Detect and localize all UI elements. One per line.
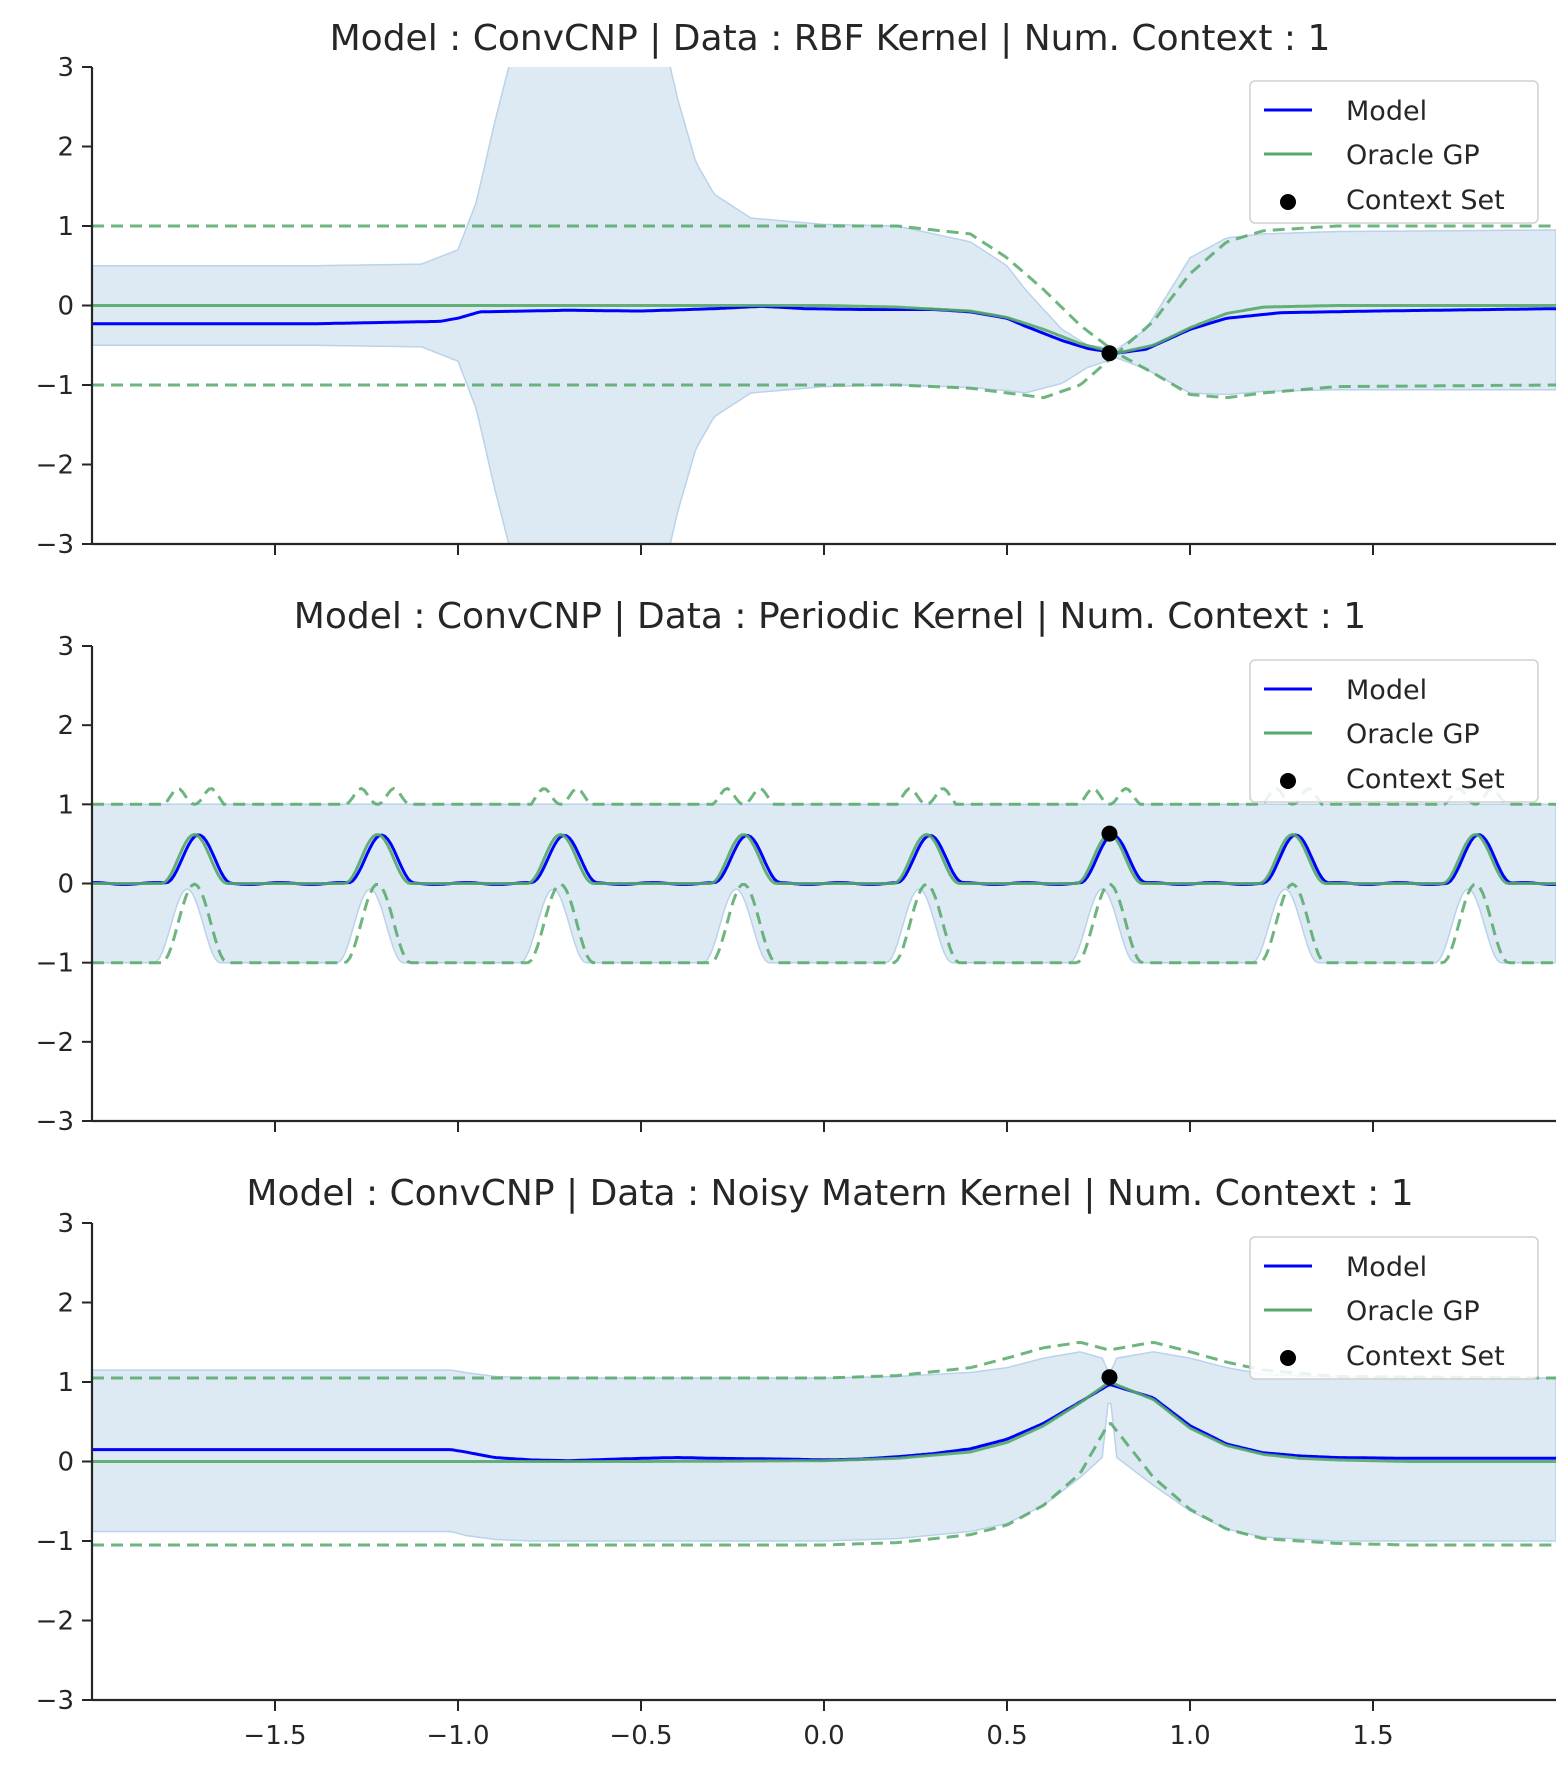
legend: Model Oracle GP Context Set	[1249, 80, 1539, 224]
y-tick-label: −1	[36, 949, 74, 979]
oracle-upper-bound	[92, 1340, 1556, 1380]
context-point	[1101, 1369, 1118, 1386]
oracle-upper-bound	[92, 224, 1556, 356]
legend-context-swatch	[1280, 1350, 1296, 1366]
chart-title: Model : ConvCNP | Data : RBF Kernel | Nu…	[330, 18, 1331, 59]
y-tick-label: 1	[57, 212, 74, 242]
context-point	[1101, 345, 1118, 362]
y-tick-label: −1	[36, 371, 74, 401]
y-tick-label: 1	[57, 790, 74, 820]
oracle-upper-bound	[92, 786, 1556, 806]
y-tick-label: 2	[57, 133, 74, 163]
legend-box	[1249, 659, 1539, 803]
legend-box	[1249, 1236, 1539, 1380]
legend-context-swatch	[1280, 773, 1296, 789]
plot-area	[92, 786, 1556, 965]
y-tick-label: −3	[36, 530, 74, 560]
model-mean-line	[92, 304, 1556, 355]
subplot-2: 3 2 1 0 −1 −2 −3 Model : ConvCNP | Data : Perio…	[36, 596, 1556, 1137]
legend-label: Context Set	[1346, 764, 1505, 795]
oracle-lower-bound	[92, 351, 1556, 400]
y-tick-label: 0	[57, 870, 74, 900]
legend-label: Oracle GP	[1346, 140, 1480, 171]
x-tick-label: −0.5	[609, 1721, 672, 1751]
context-point	[1101, 825, 1118, 842]
y-tick-label: −1	[36, 1527, 74, 1557]
model-uncertainty-band	[92, 1351, 1556, 1542]
legend-label: Model	[1346, 96, 1427, 127]
oracle-lower-bound	[92, 1421, 1556, 1547]
legend-label: Context Set	[1346, 185, 1505, 216]
legend-label: Model	[1346, 675, 1427, 706]
plot-area	[92, 1340, 1556, 1547]
plot-area	[92, 67, 1556, 544]
y-tick-label: 3	[57, 53, 74, 83]
subplot-1: 3 2 1 0 −1 −2 −3 Model : ConvCNP | Data : RBF K…	[36, 18, 1556, 560]
y-tick-label: 2	[57, 711, 74, 741]
legend-label: Context Set	[1346, 1341, 1505, 1372]
oracle-mean-line	[92, 1381, 1556, 1463]
x-tick-label: −1.5	[243, 1721, 306, 1751]
chart-title: Model : ConvCNP | Data : Periodic Kernel…	[294, 596, 1366, 637]
oracle-mean-line	[92, 304, 1556, 355]
legend: Model Oracle GP Context Set	[1249, 659, 1539, 803]
chart-title: Model : ConvCNP | Data : Noisy Matern Ke…	[246, 1173, 1413, 1214]
y-tick-label: −2	[36, 451, 74, 481]
y-tick-label: 1	[57, 1368, 74, 1398]
legend-box	[1249, 80, 1539, 224]
y-tick-label: 0	[57, 1448, 74, 1478]
y-tick-label: −2	[36, 1028, 74, 1058]
oracle-mean-line	[92, 832, 1556, 885]
y-tick-label: −3	[36, 1686, 74, 1716]
x-tick-label: 0.0	[803, 1721, 844, 1751]
x-tick-label: 0.5	[986, 1721, 1027, 1751]
x-tick-label: 1.5	[1352, 1721, 1393, 1751]
legend-label: Oracle GP	[1346, 1296, 1480, 1327]
y-tick-label: 3	[57, 632, 74, 662]
subplot-3: 3 2 1 0 −1 −2 −3 −1.5 −1.0 −0.5 0.0 0.5 1.0 1.5 Model …	[36, 1173, 1556, 1751]
y-tick-label: 0	[57, 292, 74, 322]
legend: Model Oracle GP Context Set	[1249, 1236, 1539, 1380]
oracle-lower-bound	[92, 882, 1556, 965]
legend-label: Model	[1346, 1252, 1427, 1283]
y-tick-label: −2	[36, 1607, 74, 1637]
x-tick-label: −1.0	[426, 1721, 489, 1751]
y-tick-label: 3	[57, 1209, 74, 1239]
legend-context-swatch	[1280, 194, 1296, 210]
y-tick-label: −3	[36, 1107, 74, 1137]
y-tick-label: 2	[57, 1289, 74, 1319]
x-tick-label: 1.0	[1169, 1721, 1210, 1751]
legend-label: Oracle GP	[1346, 719, 1480, 750]
